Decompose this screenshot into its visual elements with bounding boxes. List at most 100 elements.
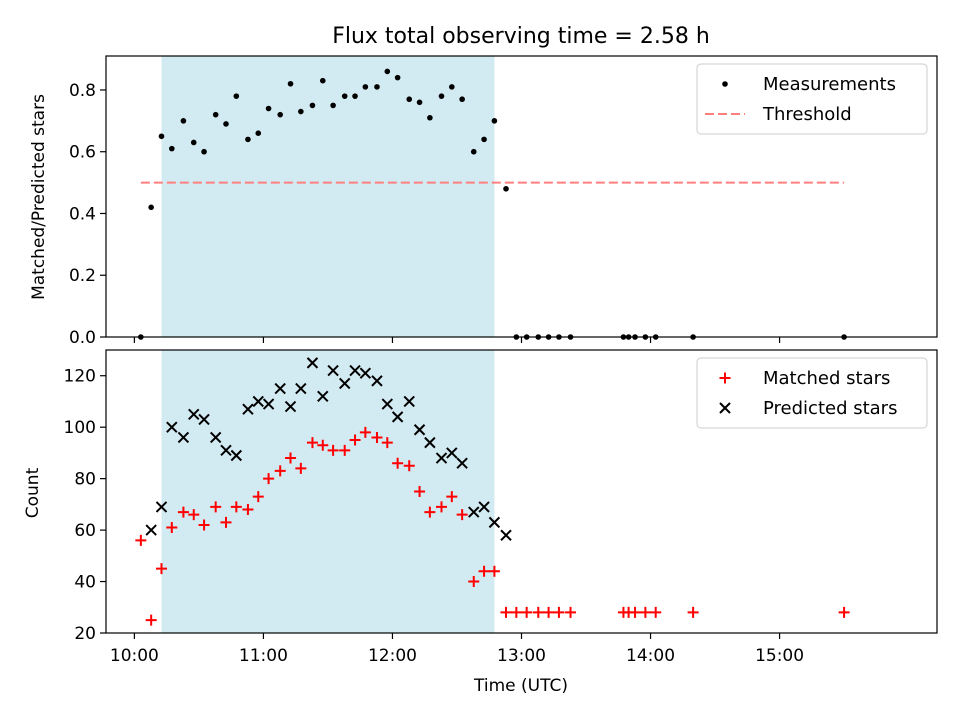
legend-label: Measurements — [763, 74, 896, 95]
matched-star-marker — [295, 462, 307, 474]
data-point — [180, 118, 187, 124]
predicted-star-marker — [339, 377, 351, 390]
matched-star-marker — [543, 606, 555, 618]
predicted-star-marker — [403, 395, 415, 408]
matched-star-marker — [285, 452, 297, 464]
matched-star-marker — [349, 434, 361, 446]
matched-star-marker — [220, 516, 232, 528]
top-y-axis-label: Matched/Predicted stars — [29, 94, 49, 300]
predicted-star-marker — [230, 449, 243, 462]
matched-star-marker — [435, 501, 447, 513]
matched-star-marker — [521, 606, 533, 618]
y-tick-label: 0.2 — [69, 266, 96, 286]
predicted-star-marker — [209, 431, 222, 444]
x-tick-label: 12:00 — [368, 646, 417, 666]
chart-title: Flux total observing time = 2.58 h — [332, 24, 710, 49]
predicted-star-marker — [220, 444, 232, 457]
data-point — [362, 84, 369, 90]
predicted-star-marker — [262, 398, 275, 410]
data-point — [277, 111, 284, 118]
data-point — [287, 80, 294, 87]
legend-marker — [722, 81, 728, 87]
predicted-star-marker — [391, 411, 404, 423]
matched-star-marker — [359, 426, 371, 438]
predicted-star-marker — [359, 367, 372, 379]
y-tick-label: 40 — [74, 573, 96, 593]
data-point — [427, 114, 433, 121]
bottom-y-axis-label: Count — [23, 467, 43, 518]
y-tick-label: 20 — [74, 624, 96, 644]
data-point — [158, 133, 165, 140]
matched-star-marker — [306, 437, 318, 449]
matched-star-marker — [166, 522, 178, 534]
predicted-star-marker — [413, 424, 426, 436]
matched-star-marker — [532, 606, 544, 618]
shaded-interval — [161, 56, 495, 337]
data-point — [148, 204, 154, 211]
y-tick-label: 120 — [64, 367, 96, 387]
matched-star-marker — [263, 473, 275, 485]
matched-star-marker — [210, 501, 222, 513]
matched-star-marker — [468, 576, 480, 588]
predicted-star-marker — [284, 400, 297, 413]
data-point — [223, 121, 229, 127]
predicted-star-marker — [327, 364, 339, 377]
matched-star-marker — [650, 606, 662, 618]
data-point — [319, 77, 326, 84]
matched-star-marker — [252, 491, 264, 503]
predicted-star-marker — [488, 516, 501, 529]
y-tick-label: 100 — [64, 418, 96, 438]
data-point — [309, 102, 316, 109]
predicted-star-marker — [166, 421, 178, 433]
data-point — [255, 130, 262, 136]
x-tick-label: 15:00 — [755, 646, 804, 666]
legend-label: Matched stars — [763, 368, 890, 389]
y-tick-label: 0.4 — [69, 204, 96, 224]
predicted-star-marker — [252, 395, 264, 408]
matched-star-marker — [838, 606, 850, 618]
data-point — [298, 108, 304, 115]
predicted-star-marker — [424, 436, 436, 449]
matched-star-marker — [500, 606, 512, 618]
data-point — [449, 84, 455, 90]
matched-star-marker — [565, 606, 577, 618]
data-point — [438, 93, 445, 99]
data-point — [330, 102, 336, 109]
matched-star-marker — [155, 563, 167, 575]
legend-marker — [719, 372, 731, 384]
matched-star-marker — [145, 614, 157, 626]
y-tick-label: 0.8 — [69, 81, 96, 101]
legend-label: Predicted stars — [763, 398, 897, 419]
matched-star-marker — [188, 509, 200, 521]
predicted-star-marker — [198, 413, 210, 426]
matched-star-marker — [242, 504, 254, 516]
matched-star-marker — [446, 491, 458, 503]
data-point — [491, 118, 498, 124]
matched-star-marker — [327, 444, 339, 456]
legend-box — [696, 357, 928, 429]
matched-star-marker — [371, 431, 383, 443]
y-tick-label: 0.6 — [69, 143, 96, 163]
data-point — [503, 185, 509, 192]
y-tick-label: 0.0 — [69, 328, 96, 348]
predicted-star-marker — [306, 357, 319, 369]
data-point — [470, 148, 477, 155]
data-point — [406, 96, 413, 103]
data-point — [394, 74, 401, 81]
data-point — [265, 105, 272, 112]
x-tick-label: 10:00 — [110, 646, 159, 666]
predicted-star-marker — [478, 501, 490, 513]
predicted-star-marker — [155, 501, 168, 513]
matched-star-marker — [177, 506, 189, 518]
data-point — [459, 96, 465, 103]
legend-box — [696, 63, 928, 135]
matched-star-marker — [392, 457, 404, 469]
data-point — [416, 99, 423, 106]
predicted-star-marker — [274, 382, 286, 395]
matched-star-marker — [317, 439, 329, 451]
matched-star-marker — [687, 606, 699, 618]
legend-label: Threshold — [762, 104, 852, 125]
matched-star-marker — [510, 606, 522, 618]
matched-star-marker — [198, 519, 210, 531]
